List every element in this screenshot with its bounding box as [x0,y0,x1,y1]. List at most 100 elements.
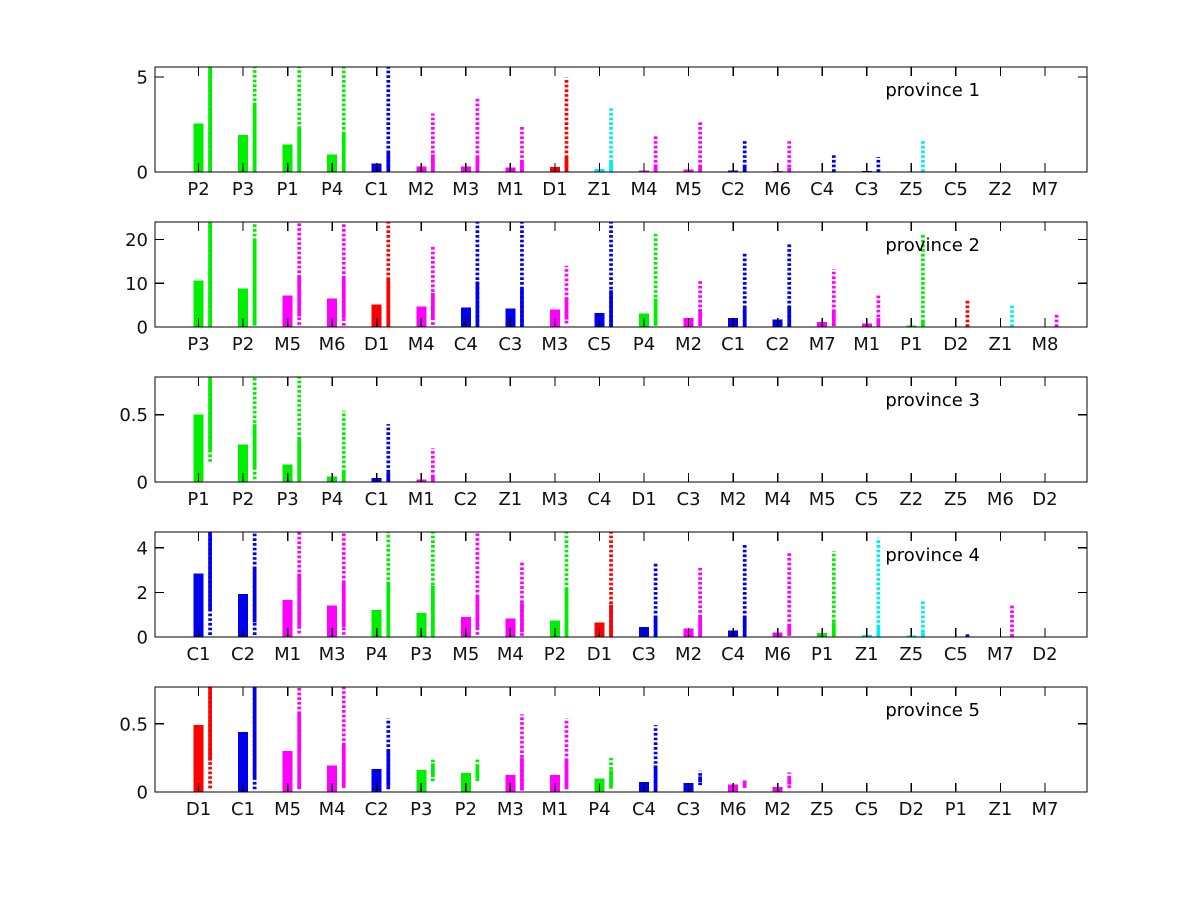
mean-bar [371,304,382,327]
x-tick-label: P3 [187,334,209,355]
y-tick-label: 0 [137,473,148,494]
subplot-province-5: D1 C1 M5 M4 C2 P3 P2 M3 M1 P4 C4 C3 M6 M2 Z5 C5 D2 P1 Z1 M7… [119,686,1088,820]
subplot-title: province 3 [885,390,980,411]
x-tick-label: D1 [364,334,389,355]
x-tick-label: C4 [721,644,745,665]
x-tick-label: C4 [810,179,834,200]
x-tick-label: M3 [541,334,568,355]
mean-bar [193,414,204,482]
mean-bar [193,123,204,172]
x-tick-label: M2 [764,799,791,820]
subplot-province-4: C1 C2 M1 M3 P4 P3 M5 M4 P2 D1 C3 M2 C4 M6 P1 Z1 Z5 C5 M7 D2… [137,531,1088,665]
subplot-title: province 2 [885,235,980,256]
x-tick-label: Z5 [810,799,834,820]
axis-box [154,66,1088,173]
x-tick-label: C4 [632,799,656,820]
x-tick-label: C4 [587,489,611,510]
x-tick-label: P4 [633,334,655,355]
x-tick-label: C2 [766,334,790,355]
mean-bar [505,308,516,327]
x-tick-label: Z1 [588,179,612,200]
mean-bar [193,280,204,327]
x-tick-label: M7 [1031,179,1058,200]
x-tick-label: P1 [187,489,209,510]
mean-bar [327,765,338,792]
x-tick-label: P4 [321,179,343,200]
y-tick-label: 10 [125,274,148,295]
mean-bar [505,618,516,637]
x-tick-label: M7 [809,334,836,355]
x-tick-label: D1 [542,179,567,200]
x-tick-label: C2 [365,799,389,820]
mean-bar [238,288,249,327]
y-tick-label: 4 [137,538,148,559]
x-tick-label: D1 [631,489,656,510]
x-tick-label: M5 [274,799,301,820]
axis-box [154,376,1088,483]
mean-bar [238,444,249,482]
x-tick-label: M4 [764,489,791,510]
x-tick-label: D1 [186,799,211,820]
mean-bar [371,610,382,637]
x-tick-label: C5 [855,489,879,510]
x-tick-label: P3 [410,799,432,820]
x-tick-label: M2 [675,334,702,355]
x-tick-label: Z5 [944,489,968,510]
subplot-province-3: P1 P2 P3 P4 C1 M1 C2 Z1 M3 C4 D1 C3 M2 M4 M5 C5 Z2 Z5 M6 D2… [119,376,1088,510]
axis-box [154,221,1088,328]
x-tick-label: M6 [319,334,346,355]
x-tick-label: D1 [587,644,612,665]
x-tick-label: M4 [319,799,346,820]
x-tick-label: M4 [408,334,435,355]
axis-box [154,531,1088,638]
x-tick-label: D2 [943,334,968,355]
x-tick-label: C3 [498,334,522,355]
mean-bar [460,307,471,327]
x-tick-label: P3 [276,489,298,510]
x-tick-label: M6 [987,489,1014,510]
x-tick-label: M2 [408,179,435,200]
x-tick-label: D2 [1032,644,1057,665]
x-tick-label: M3 [452,179,479,200]
x-tick-label: P1 [276,179,298,200]
x-tick-label: C5 [944,179,968,200]
mean-bar [460,616,471,637]
x-tick-label: C1 [365,489,389,510]
x-tick-label: M5 [809,489,836,510]
x-tick-label: Z1 [498,489,522,510]
x-tick-label: C2 [231,644,255,665]
x-tick-label: D2 [1032,489,1057,510]
x-tick-label: P2 [187,179,209,200]
mean-bar [282,751,293,792]
y-tick-label: 5 [137,68,148,89]
subplot-title: province 1 [885,80,980,101]
x-tick-label: Z1 [989,799,1013,820]
x-tick-label: M5 [452,644,479,665]
x-tick-label: Z5 [899,179,923,200]
x-tick-label: Z5 [899,644,923,665]
x-tick-label: Z2 [899,489,923,510]
mean-bar [416,612,427,637]
y-tick-label: 0.5 [119,714,148,735]
x-tick-label: D2 [899,799,924,820]
x-tick-label: M1 [541,799,568,820]
mean-bar [327,605,338,637]
mean-bar [238,135,249,172]
x-tick-label: M3 [319,644,346,665]
y-tick-label: 0 [137,783,148,804]
subplot-title: province 5 [885,700,980,721]
x-tick-label: Z1 [989,334,1013,355]
mean-bar [460,772,471,792]
y-tick-label: 0 [137,628,148,649]
mean-bar [238,732,249,792]
x-tick-label: P1 [945,799,967,820]
mean-bar [327,298,338,327]
x-tick-label: M3 [541,489,568,510]
x-tick-label: M4 [631,179,658,200]
x-tick-label: M1 [497,179,524,200]
x-tick-label: P2 [232,489,254,510]
mean-bar [193,725,204,792]
y-tick-label: 0 [137,163,148,184]
